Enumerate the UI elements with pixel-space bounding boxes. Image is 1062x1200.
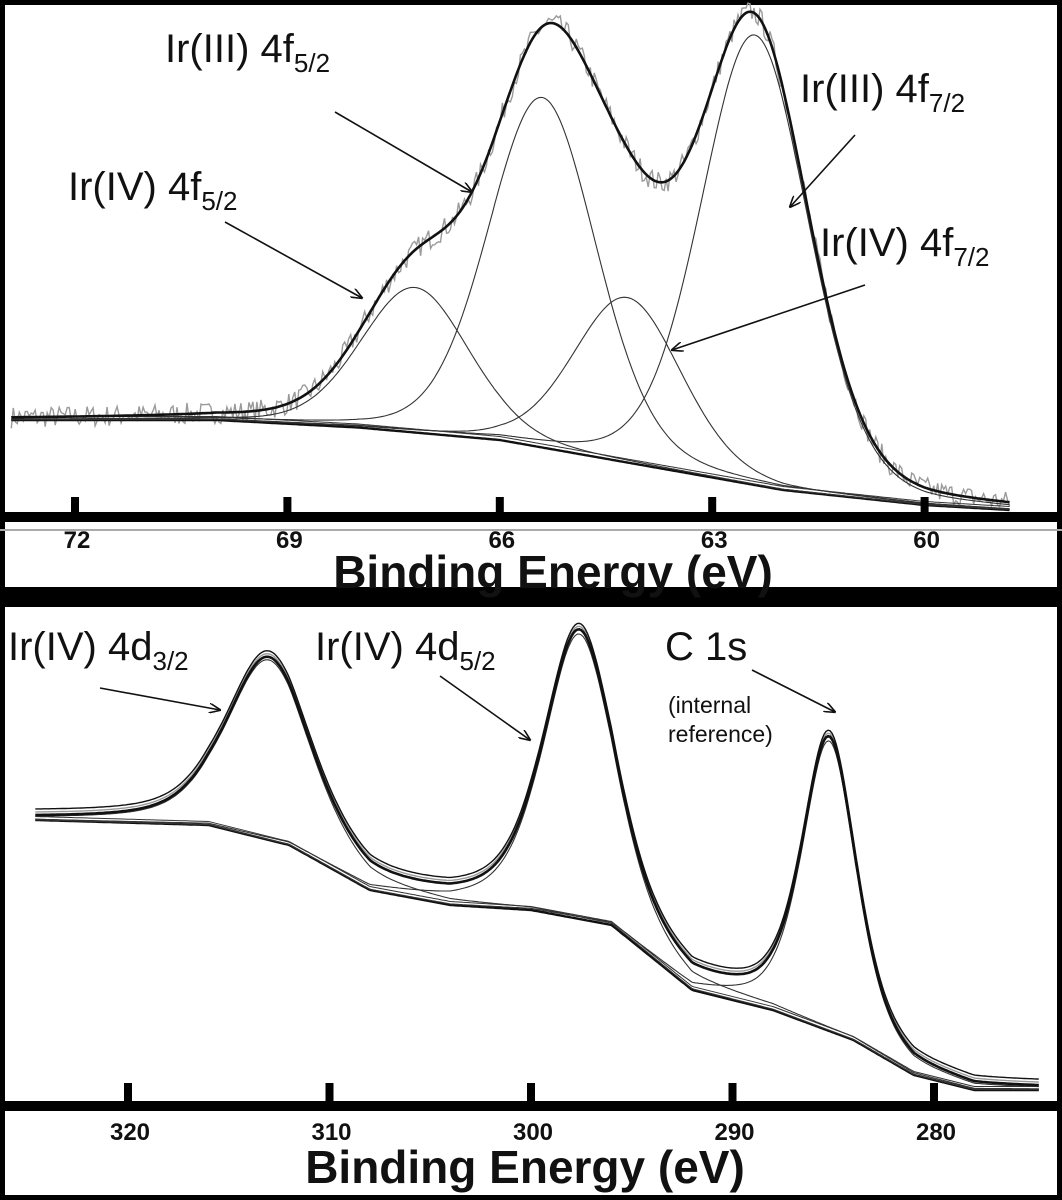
x-tick-label: 69	[276, 527, 303, 554]
envelope-fit-line-secondary	[35, 622, 1039, 1080]
x-tick-label: 290	[714, 1119, 754, 1146]
annotation-arrow	[751, 669, 835, 712]
x-axis-title: Binding Energy (eV)	[333, 546, 773, 598]
x-tick-mark	[325, 1083, 334, 1103]
component-peak-line	[11, 96, 1010, 510]
background-line	[35, 818, 1039, 1092]
x-tick-label: 66	[488, 527, 515, 554]
x-axis-line	[0, 512, 1062, 522]
component-peak-line	[11, 296, 1010, 510]
annotation-arrow	[99, 687, 220, 710]
panel-ir4d: 320 310 300 290 280 Binding Energy (eV) Ir(I…	[0, 622, 1062, 1193]
annotation-c1s: C 1s	[665, 625, 747, 669]
x-tick-mark	[495, 497, 504, 514]
x-axis-title: Binding Energy (eV)	[305, 1141, 745, 1193]
background-line	[11, 418, 1010, 512]
x-tick-label: 280	[916, 1119, 956, 1146]
annotation-arrow	[224, 221, 362, 298]
x-tick-label: 320	[110, 1119, 150, 1146]
background-line-secondary	[35, 816, 1039, 1087]
x-tick-label: 72	[64, 527, 91, 554]
background-line-secondary	[11, 416, 1010, 507]
x-tick-mark	[71, 497, 79, 514]
component-peak-line	[11, 34, 1010, 506]
x-tick-label: 310	[311, 1119, 351, 1146]
annotation-arrow	[439, 675, 530, 740]
component-peak-line	[35, 633, 1039, 1090]
x-tick-mark	[728, 1083, 737, 1103]
x-tick-mark	[527, 1083, 535, 1103]
panel-separator	[0, 587, 1062, 607]
annotation-arrow	[672, 284, 866, 350]
x-tick-mark	[124, 1083, 132, 1103]
annotation-arrow	[790, 134, 856, 207]
x-tick-mark	[930, 1083, 938, 1103]
x-tick-label: 63	[701, 527, 728, 554]
x-tick-label: 60	[913, 527, 940, 554]
x-tick-mark	[708, 497, 717, 514]
x-tick-mark	[283, 497, 292, 514]
annotation-c1s-note-line1: (internal	[668, 692, 751, 718]
annotation-ir3-4f52: Ir(III) 4f5/2	[165, 27, 330, 78]
x-axis-line	[0, 1101, 1062, 1111]
annotation-arrow	[334, 111, 472, 192]
x-tick-label: 300	[513, 1119, 553, 1146]
component-peak-line	[35, 659, 1039, 1091]
annotation-ir4-4d32: Ir(IV) 4d3/2	[8, 625, 189, 676]
annotation-c1s-note-line2: reference)	[668, 721, 773, 747]
annotation-ir3-4f72: Ir(III) 4f7/2	[800, 67, 965, 118]
annotation-ir4-4f72: Ir(IV) 4f7/2	[820, 221, 990, 272]
component-peak-line	[35, 740, 1039, 1088]
x-tick-mark	[920, 497, 929, 514]
envelope-fit-line	[11, 10, 1010, 504]
annotation-ir4-4f52: Ir(IV) 4f5/2	[68, 165, 238, 216]
panel-ir4f: 72 69 66 63 60 Binding Energy (eV) Ir(III) 4…	[0, 2, 1062, 598]
envelope-fit-line	[35, 627, 1039, 1087]
annotation-ir4-4d52: Ir(IV) 4d5/2	[315, 625, 496, 676]
component-peak-line	[11, 286, 1010, 511]
